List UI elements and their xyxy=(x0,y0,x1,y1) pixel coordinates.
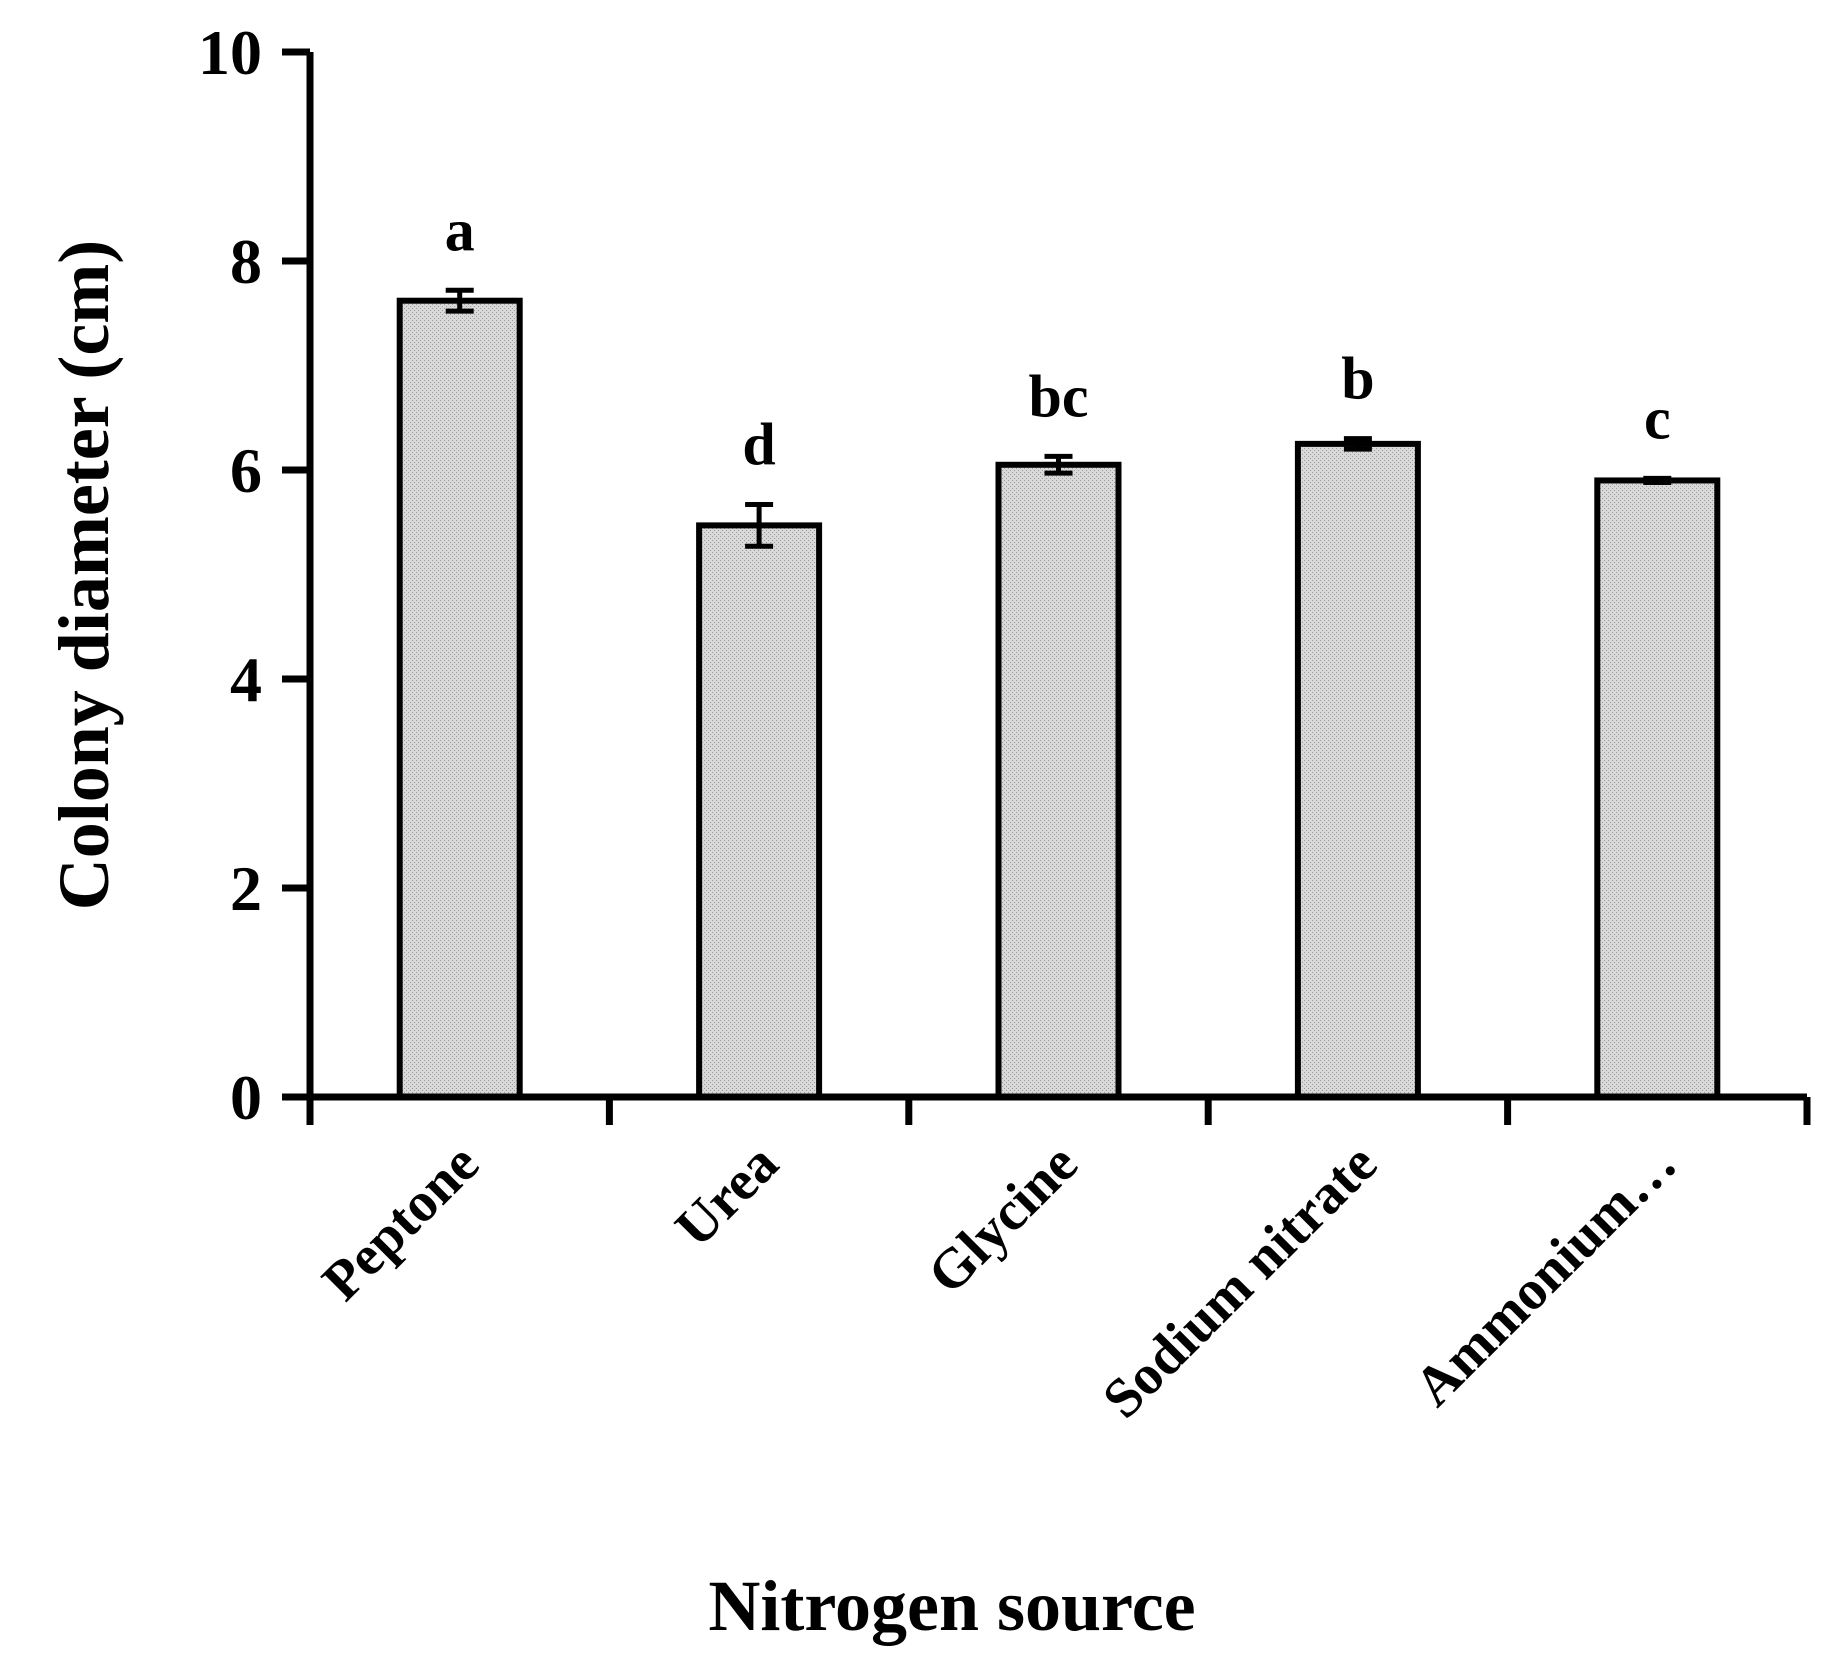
error-bar xyxy=(745,501,774,549)
significance-label: a xyxy=(445,197,475,263)
y-axis-title: Colony diameter (cm) xyxy=(44,240,124,911)
y-tick-label: 4 xyxy=(230,644,262,715)
x-axis-title: Nitrogen source xyxy=(708,1566,1195,1646)
error-bar xyxy=(445,287,474,314)
bar-peptone xyxy=(396,297,523,1100)
y-tick-label: 8 xyxy=(230,226,262,297)
x-tick-label: Urea xyxy=(664,1132,791,1259)
y-tick-label: 2 xyxy=(230,853,262,924)
error-bar xyxy=(1343,436,1372,452)
axes-layer xyxy=(282,48,1811,1125)
bar-glycine xyxy=(995,461,1122,1100)
y-tick-label: 10 xyxy=(198,17,262,88)
bar-ammonium xyxy=(1594,477,1721,1100)
x-tick-label: Sodium nitrate xyxy=(1091,1132,1389,1430)
x-tick-label: Glycine xyxy=(916,1132,1090,1306)
bars-layer xyxy=(396,287,1721,1100)
significance-label: b xyxy=(1341,346,1374,412)
bar-urea xyxy=(696,522,823,1100)
x-tick-label: Ammonium… xyxy=(1403,1132,1689,1418)
bar-sodium-nitrate xyxy=(1294,440,1421,1100)
significance-label: d xyxy=(742,411,775,477)
significance-label: c xyxy=(1644,385,1671,451)
y-tick-label: 0 xyxy=(230,1062,262,1133)
error-bar xyxy=(1643,475,1672,486)
error-bar xyxy=(1044,453,1073,476)
significance-label: bc xyxy=(1029,363,1089,429)
x-tick-label: Peptone xyxy=(311,1132,491,1312)
y-tick-label: 6 xyxy=(230,435,262,506)
